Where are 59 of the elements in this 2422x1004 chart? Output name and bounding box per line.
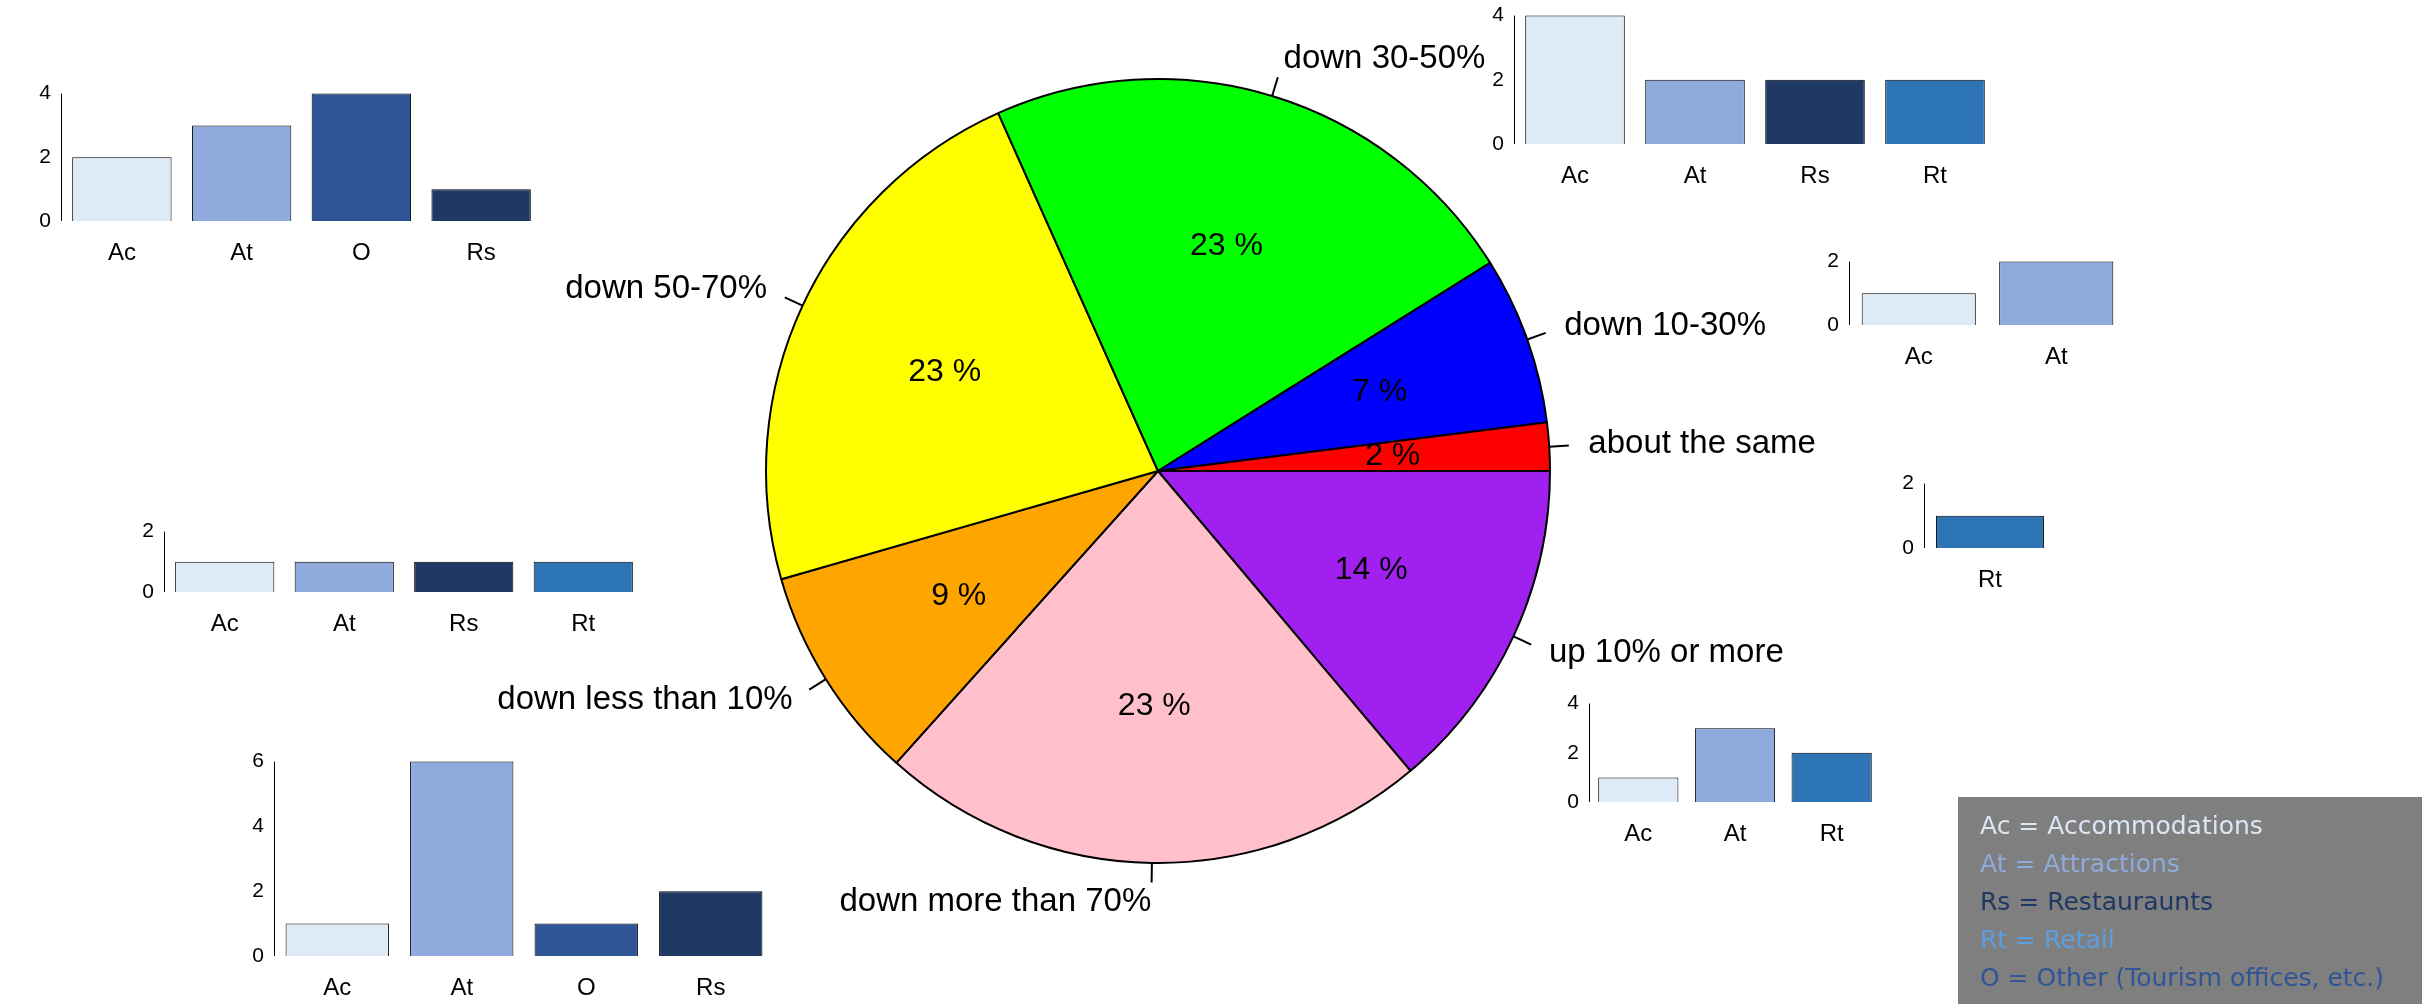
x-tick-label: Ac — [1904, 342, 1933, 370]
slice-label: down 50-70% — [565, 268, 768, 306]
x-tick-label: At — [1683, 161, 1707, 189]
slice-label: down 10-30% — [1564, 305, 1767, 343]
y-tick-label: 0 — [1492, 130, 1504, 154]
y-tick-label: 4 — [1567, 690, 1580, 714]
x-tick-label: At — [332, 609, 356, 637]
x-tick-label: At — [1723, 819, 1747, 847]
x-tick-label: At — [450, 973, 474, 1001]
y-tick-label: 2 — [1492, 66, 1504, 90]
slice-label: down less than 10% — [497, 679, 793, 717]
y-tick-label: 6 — [252, 748, 264, 772]
data-label: 14 % — [1334, 550, 1408, 587]
slice-label: up 10% or more — [1548, 631, 1784, 669]
x-tick-label: O — [352, 238, 371, 266]
x-tick-label: O — [576, 973, 596, 1001]
text: O = Other (Tourism offices, etc.) — [1980, 962, 2386, 994]
text: Rt = Retail — [1980, 924, 2116, 956]
y-tick-label: 0 — [1902, 534, 1914, 558]
slice-label: down more than 70% — [839, 881, 1152, 919]
x-tick-label: Ac — [107, 238, 136, 266]
x-tick-label: Rt — [1978, 565, 2003, 593]
x-tick-label: At — [230, 238, 254, 266]
y-tick-label: 4 — [252, 813, 265, 837]
y-tick-label: 2 — [39, 144, 51, 168]
slice-label: down 30-50% — [1283, 37, 1486, 75]
y-tick-label: 0 — [1827, 311, 1839, 335]
x-tick-label: Rs — [1800, 161, 1830, 189]
y-tick-label: 2 — [1567, 739, 1579, 763]
x-tick-label: At — [2044, 342, 2068, 370]
x-tick-label: Ac — [323, 973, 352, 1001]
x-tick-label: Rt — [1819, 819, 1844, 847]
slice-label: about the same — [1588, 423, 1816, 461]
y-tick-label: 0 — [39, 207, 51, 231]
y-tick-label: 2 — [142, 518, 154, 542]
x-tick-label: Ac — [210, 609, 239, 637]
data-label: 9 % — [931, 575, 987, 612]
x-tick-label: Rt — [571, 609, 596, 637]
x-tick-label: Rt — [1923, 161, 1948, 189]
data-label: 23 % — [1190, 225, 1263, 262]
data-label: 23 % — [1117, 686, 1191, 722]
y-tick-label: 2 — [1827, 248, 1839, 272]
x-tick-label: Rs — [449, 609, 479, 637]
y-tick-label: 2 — [252, 878, 264, 901]
y-tick-label: 0 — [1567, 788, 1579, 812]
text: At = Attractions — [1980, 848, 2181, 880]
data-label: 23 % — [908, 351, 982, 388]
x-tick-label: Rs — [696, 973, 726, 1001]
data-label: 7 % — [1352, 371, 1408, 408]
x-tick-label: Ac — [1560, 161, 1590, 189]
x-tick-label: Ac — [1624, 819, 1653, 847]
text: Rs = Restauraunts — [1980, 886, 2214, 918]
y-tick-label: 0 — [252, 942, 264, 966]
y-tick-label: 4 — [1492, 2, 1505, 26]
y-tick-label: 0 — [142, 578, 154, 602]
y-tick-label: 4 — [39, 80, 52, 104]
y-tick-label: 2 — [1902, 470, 1914, 494]
x-tick-label: Rs — [466, 238, 496, 266]
text: Ac = Accommodations — [1980, 810, 2264, 842]
